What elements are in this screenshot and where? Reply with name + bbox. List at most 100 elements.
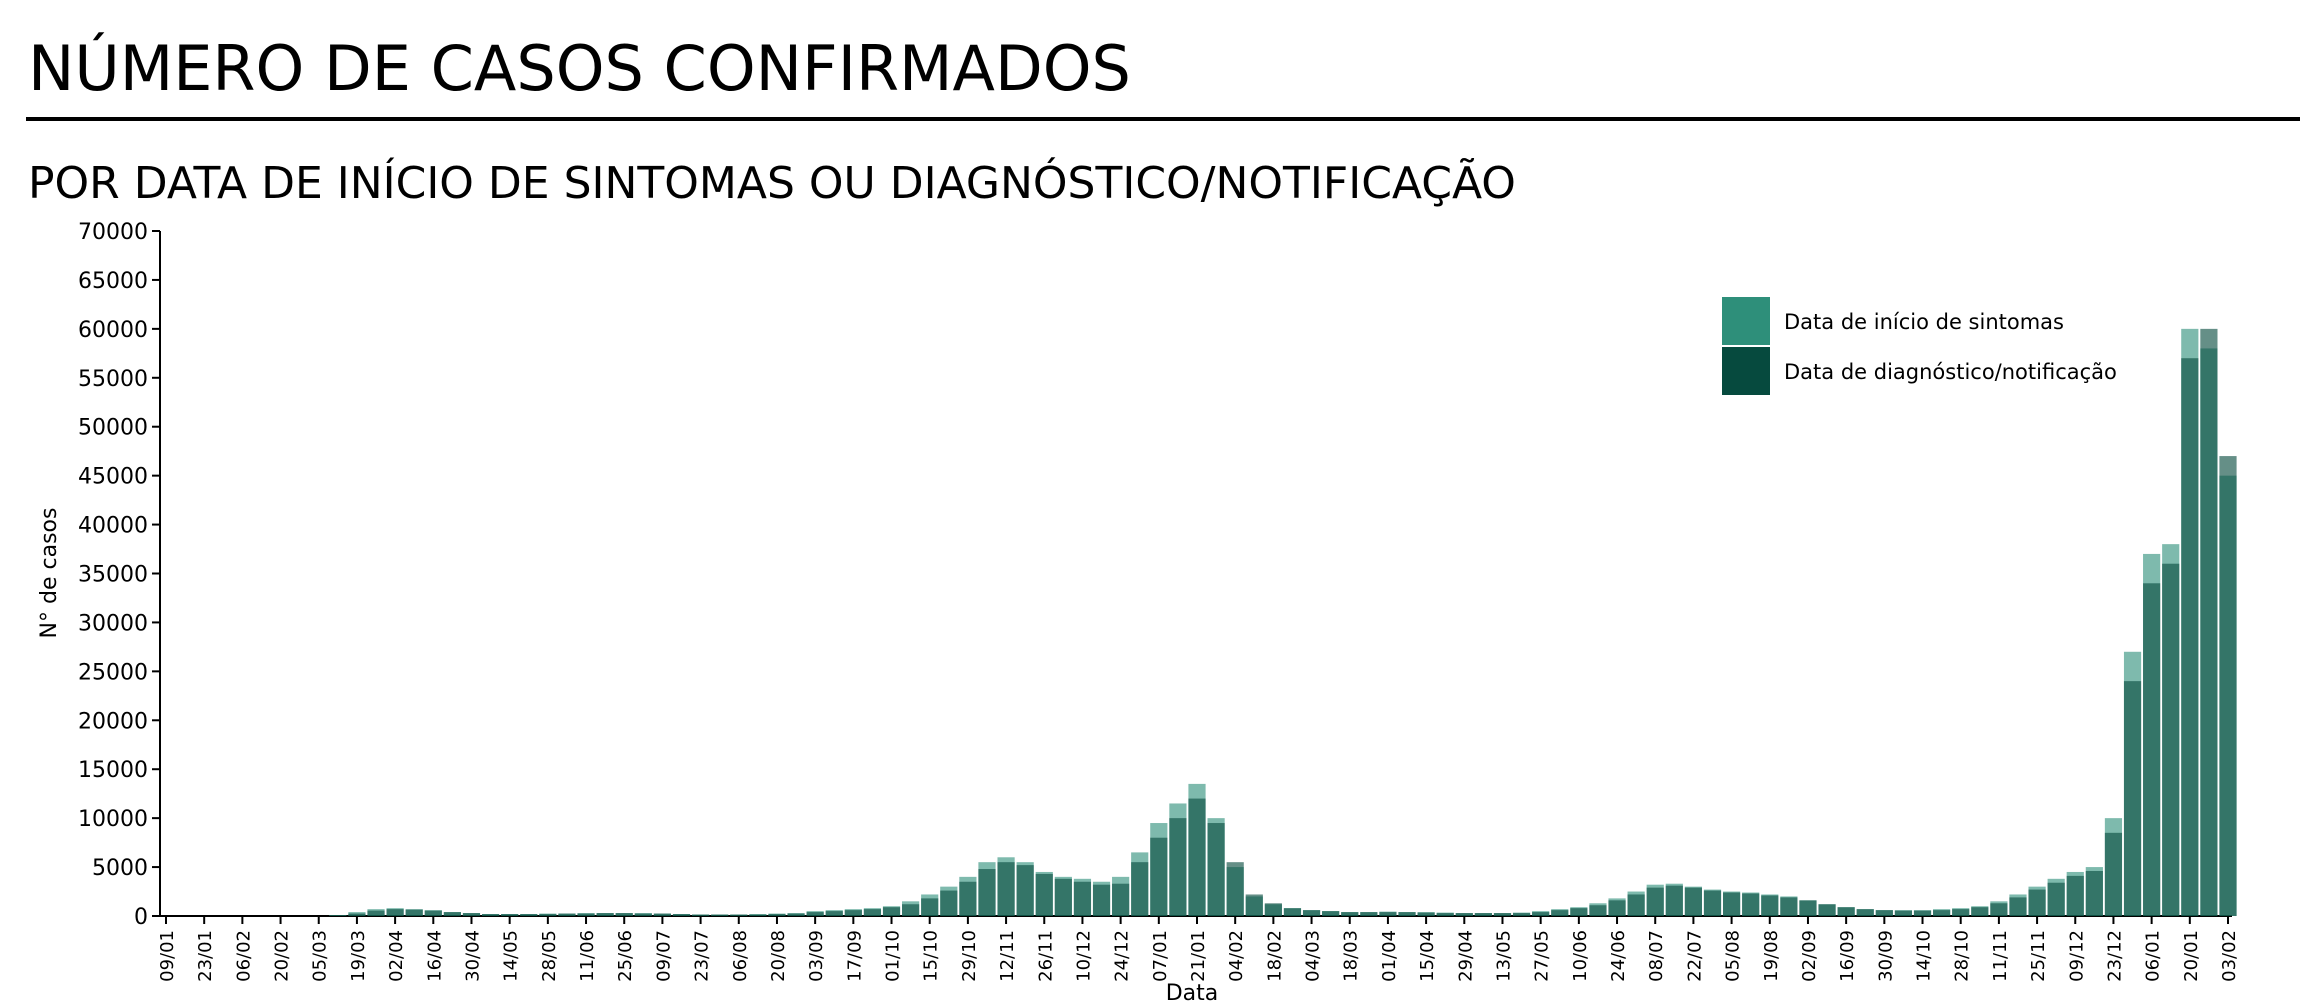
bar	[1055, 879, 1072, 916]
y-tick-label: 65000	[78, 269, 148, 294]
bar	[2143, 583, 2160, 916]
x-tick-label: 15/10	[921, 930, 942, 982]
bar	[692, 915, 709, 916]
bar	[558, 914, 575, 916]
bar	[1990, 903, 2007, 916]
x-tick-label: 25/06	[615, 930, 636, 982]
x-tick-label: 28/05	[539, 930, 560, 982]
bar	[1379, 912, 1396, 916]
bar	[1303, 910, 1320, 916]
bar	[1074, 882, 1091, 916]
x-tick-label: 10/12	[1073, 930, 1094, 982]
bar	[1723, 893, 1740, 916]
bar	[2124, 681, 2141, 916]
bar	[1704, 891, 1721, 916]
bar	[1246, 894, 1263, 916]
x-tick-label: 13/05	[1493, 930, 1514, 982]
bar	[730, 915, 747, 916]
bar	[1398, 912, 1415, 916]
bar	[2162, 564, 2179, 916]
bar	[1284, 908, 1301, 916]
bar	[1169, 818, 1186, 916]
x-tick-label: 17/09	[844, 930, 865, 982]
x-tick-label: 08/07	[1646, 930, 1667, 982]
bar	[1818, 904, 1835, 916]
bar	[940, 891, 957, 916]
bar	[1513, 913, 1530, 916]
y-tick-label: 10000	[78, 807, 148, 832]
bar	[1971, 907, 1988, 916]
x-tick-label: 02/09	[1799, 930, 1820, 982]
bar	[826, 911, 843, 916]
x-tick-label: 24/06	[1608, 930, 1629, 982]
bar	[463, 913, 480, 916]
bar	[1761, 895, 1778, 916]
bar	[1914, 911, 1931, 916]
x-tick-label: 30/09	[1875, 930, 1896, 982]
bar	[1628, 894, 1645, 916]
bar	[654, 914, 671, 916]
bar	[2219, 456, 2236, 916]
bar	[1036, 874, 1053, 916]
y-tick-label: 15000	[78, 758, 148, 783]
bar	[520, 914, 537, 916]
legend-label: Data de diagnóstico/notificação	[1784, 360, 2117, 384]
bar	[1780, 897, 1797, 916]
bar	[673, 914, 690, 916]
x-tick-label: 26/11	[1035, 930, 1056, 982]
bar	[1608, 900, 1625, 916]
x-tick-label: 02/04	[386, 930, 407, 982]
bar	[1227, 862, 1244, 916]
x-tick-label: 19/03	[348, 930, 369, 982]
x-tick-label: 24/12	[1112, 930, 1133, 982]
bar	[807, 912, 824, 916]
y-tick-label: 55000	[78, 367, 148, 392]
x-tick-label: 14/10	[1914, 930, 1935, 982]
bar	[387, 909, 404, 916]
bar	[2181, 358, 2198, 916]
y-axis-label: N° de casos	[37, 508, 62, 639]
chart-title: NÚMERO DE CASOS CONFIRMADOS	[28, 32, 1131, 105]
y-tick-label: 30000	[78, 611, 148, 636]
bar	[2028, 890, 2045, 916]
bar	[1475, 913, 1492, 916]
y-tick-label: 45000	[78, 465, 148, 490]
x-tick-label: 29/10	[959, 930, 980, 982]
x-tick-label: 16/04	[424, 930, 445, 982]
y-tick-label: 5000	[92, 856, 148, 881]
legend-label: Data de início de sintomas	[1784, 310, 2064, 334]
bar	[1857, 909, 1874, 916]
x-tick-label: 30/04	[462, 930, 483, 982]
bar	[845, 910, 862, 916]
legend-swatch	[1722, 347, 1770, 395]
bar	[1150, 838, 1167, 916]
bar	[1112, 884, 1129, 916]
x-tick-label: 20/01	[2181, 930, 2202, 982]
bar	[425, 911, 442, 916]
bar	[1437, 913, 1454, 916]
bar	[2086, 871, 2103, 916]
x-tick-label: 18/02	[1264, 930, 1285, 982]
bar	[2009, 897, 2026, 916]
x-tick-label: 19/08	[1761, 930, 1782, 982]
chart-subtitle: POR DATA DE INÍCIO DE SINTOMAS OU DIAGNÓ…	[28, 156, 1516, 209]
bar	[1876, 910, 1893, 916]
x-tick-label: 23/12	[2104, 930, 2125, 982]
x-tick-label: 20/02	[272, 930, 293, 982]
bar	[1799, 900, 1816, 916]
x-tick-label: 09/12	[2066, 930, 2087, 982]
bar	[597, 913, 614, 916]
x-tick-label: 28/10	[1952, 930, 1973, 982]
bar	[1666, 886, 1683, 916]
y-tick-label: 20000	[78, 709, 148, 734]
x-tick-label: 09/07	[653, 930, 674, 982]
x-tick-label: 03/02	[2219, 930, 2240, 982]
x-tick-label: 15/04	[1417, 930, 1438, 982]
x-tick-label: 06/01	[2143, 930, 2164, 982]
bar	[2067, 876, 2084, 916]
bar	[1952, 909, 1969, 916]
bar	[1017, 865, 1034, 916]
x-tick-label: 21/01	[1188, 930, 1209, 982]
x-tick-label: 23/07	[692, 930, 713, 982]
bar	[2048, 883, 2065, 916]
